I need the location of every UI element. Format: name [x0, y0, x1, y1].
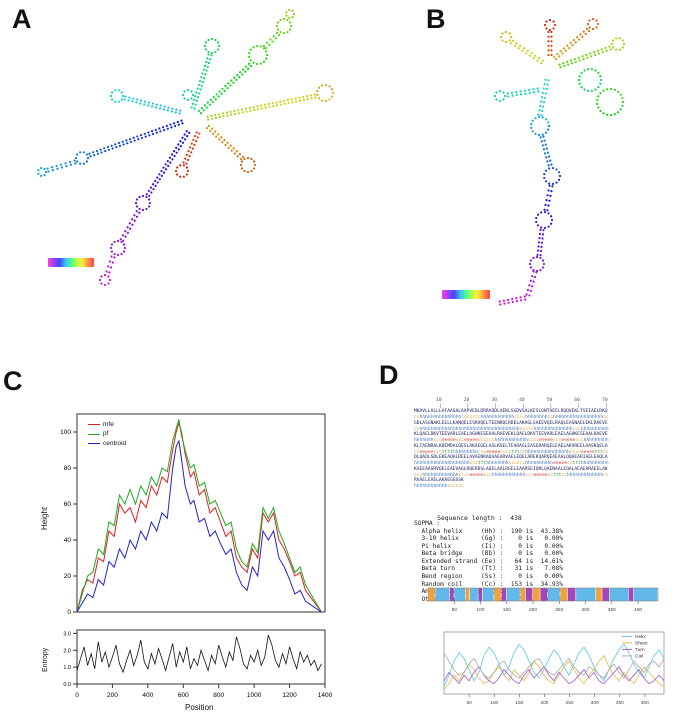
entropy-axis-label: Entropy — [42, 647, 49, 672]
svg-text:100: 100 — [60, 429, 71, 436]
legend-item-mfe: mfe — [88, 420, 126, 429]
sequence-line: | | | | | | | — [414, 403, 608, 409]
prediction-line: hhhhhhhhhhhhhhhhhhhhcccttthhhhhhhhcccccc… — [414, 461, 609, 467]
svg-text:100: 100 — [490, 700, 498, 706]
svg-text:800: 800 — [213, 692, 224, 699]
structure-strip-chart: 50 100 150 200 250 300 350 400 — [428, 587, 659, 613]
legend-item-centroid: centroid — [88, 439, 126, 448]
sequence-line: RVAELEAELAKAEGGSSK — [414, 478, 464, 484]
svg-text:50: 50 — [452, 607, 458, 613]
svg-text:350: 350 — [616, 700, 624, 706]
mountain-plot: 0 20 40 60 80 100 0.0 1.0 2.0 3.0 0 200 400 600 800 100… — [60, 413, 333, 699]
prediction-line: hhhhhhhhhhhhcccccc — [414, 484, 465, 490]
sequence-line: GDLASGNAKLEELLKANQELESRVQELTEENRQLRDELAK… — [414, 420, 608, 426]
panel-c-label: C — [3, 366, 23, 396]
svg-text:250: 250 — [555, 607, 563, 613]
sopma-stat-line: Bend region (Ss) : 0 is 0.00% — [414, 572, 564, 580]
sequence-line: KLQAELDKVTEEVARLEAELAGHKESEAALRAEVEKLQAE… — [414, 432, 608, 438]
svg-text:200: 200 — [540, 700, 548, 706]
sequence-line: KLTAENRALKDEMDALQESLAKAEGELASLKSELTEARAG… — [414, 443, 608, 449]
mountain-legend: mfe pf centroid — [88, 420, 126, 448]
centroid-line-swatch — [88, 443, 100, 445]
legend-label-pf: pf — [103, 430, 109, 438]
legend-label-mfe: mfe — [103, 421, 114, 428]
panel-d: 10 20 30 40 50 60 70 | | | | | | | MKAVLL… — [400, 390, 685, 717]
sopma-stat-line: Alpha helix (Hh) : 190 is 43.38% — [414, 527, 564, 535]
svg-text:1000: 1000 — [247, 692, 262, 699]
sequence-line: KAEEAASRVQELEAEVAGLRQERDSLAQELAALRGELEAA… — [414, 466, 608, 472]
sopma-stat-line: Beta turn (Tt) : 31 is 7.08% — [414, 565, 564, 573]
svg-text:200: 200 — [529, 607, 537, 613]
prediction-line: cceeeeeccctttthhhhhhhhhccceeeeecccctttcc… — [414, 449, 609, 455]
sequence-line: 10 20 30 40 50 60 70 — [414, 398, 608, 403]
sequence-length-value: 438 — [510, 514, 522, 522]
sequence-length-label: Sequence length : — [437, 514, 503, 522]
legend-label-centroid: centroid — [103, 439, 127, 447]
svg-text:0: 0 — [75, 692, 79, 699]
sopma-stat-line: Random coil (Cc) : 153 is 34.93% — [414, 580, 564, 588]
sequence-line: DLQAQLSDLEKEAQALREELAVAENRADAAEARVAELEQE… — [414, 455, 608, 461]
svg-text:3.0: 3.0 — [63, 631, 71, 637]
prediction-line: cchhhhhhhhhhhhhhhccccccchhhhhhhhhhhhcccc… — [414, 415, 609, 421]
panel-d-label: D — [379, 360, 399, 390]
svg-text:600: 600 — [178, 692, 189, 699]
svg-text:80: 80 — [64, 465, 72, 472]
svg-text:60: 60 — [64, 501, 72, 508]
rainbow-colorbar-a — [48, 258, 94, 267]
sequence-line: MKAVLLALLLAFAASALAAPVEDLDRRAQDLAEKLSGDVS… — [414, 409, 608, 415]
svg-text:1400: 1400 — [318, 692, 333, 699]
svg-text:1200: 1200 — [282, 692, 297, 699]
sequence-length-line: Sequence length : 438 — [414, 506, 522, 530]
svg-text:100: 100 — [477, 607, 485, 613]
svg-text:Helix: Helix — [635, 634, 646, 640]
svg-text:40: 40 — [64, 537, 72, 544]
svg-text:Turn: Turn — [635, 647, 645, 653]
sopma-stat-line: Pi helix (Ii) : 0 is 0.00% — [414, 542, 564, 550]
mfe-line-swatch — [88, 424, 100, 426]
rainbow-colorbar-b — [442, 290, 490, 299]
svg-text:300: 300 — [582, 607, 590, 613]
svg-text:150: 150 — [515, 700, 523, 706]
svg-text:300: 300 — [591, 700, 599, 706]
state-profile-chart: 50 100 150 200 250 300 350 400 HelixSheetTurnCoi… — [443, 631, 665, 706]
rna-structure-b — [493, 17, 626, 306]
legend-item-pf: pf — [88, 429, 126, 438]
sopma-stat-line: 3-10 helix (Gg) : 0 is 0.00% — [414, 535, 564, 543]
svg-text:2.0: 2.0 — [63, 648, 71, 654]
svg-text:20: 20 — [64, 573, 72, 580]
sopma-stat-line: Extended strand (Ee) : 64 is 14.61% — [414, 557, 564, 565]
position-axis-label: Position — [185, 703, 214, 712]
svg-text:1.0: 1.0 — [63, 665, 71, 671]
svg-text:Sheet: Sheet — [635, 641, 648, 647]
svg-text:350: 350 — [608, 607, 616, 613]
sopma-stat-line: Beta bridge (Bb) : 0 is 0.00% — [414, 550, 564, 558]
svg-text:150: 150 — [503, 607, 511, 613]
svg-text:250: 250 — [566, 700, 574, 706]
panel-b-label: B — [426, 4, 446, 34]
svg-text:0: 0 — [67, 609, 71, 616]
svg-text:400: 400 — [641, 700, 649, 706]
panel-a-label: A — [12, 4, 32, 34]
sequence-alignment-block: 10 20 30 40 50 60 70 | | | | | | | MKAVLL… — [414, 398, 609, 490]
height-axis-label: Height — [40, 506, 49, 530]
svg-text:400: 400 — [142, 692, 153, 699]
svg-text:0.0: 0.0 — [63, 682, 71, 688]
prediction-line: hhhhhhhccceeeeeccceeeeecccccchhhhhhhhhhh… — [414, 438, 609, 444]
pf-line-swatch — [88, 433, 100, 435]
prediction-line: ccchhhhhhhhhhhhhcccceeeeeccchhhhhhhhhhhh… — [414, 472, 609, 478]
sopma-header: SOPMA : — [414, 520, 441, 527]
prediction-line: cchhhhhhhhhhhhhhhhhhhhhhhhhhhhhhhhhhhhcc… — [414, 426, 609, 432]
svg-text:400: 400 — [634, 607, 642, 613]
svg-text:50: 50 — [466, 700, 472, 706]
rna-structure-a — [37, 9, 335, 287]
svg-text:200: 200 — [107, 692, 118, 699]
svg-text:Coil: Coil — [635, 654, 643, 660]
